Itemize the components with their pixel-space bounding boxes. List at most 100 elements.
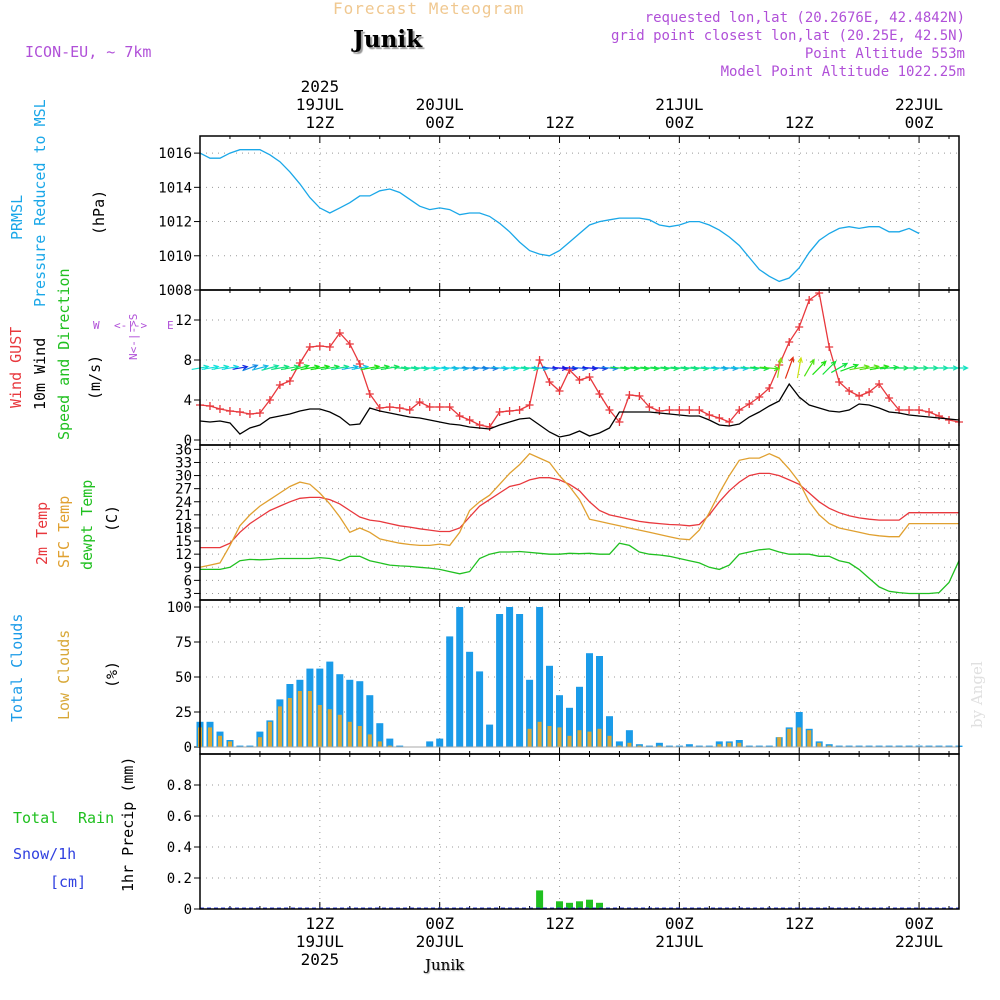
precip-label-cm: [cm] xyxy=(50,873,87,891)
bar-low-clouds xyxy=(547,726,552,747)
bar-total-clouds xyxy=(346,679,354,747)
gust-marker xyxy=(455,412,464,420)
gust-marker xyxy=(395,404,404,412)
bottom-time-label: 12Z xyxy=(545,914,574,933)
cloud-label-low: Low Clouds xyxy=(55,629,73,720)
bar-total-clouds xyxy=(835,745,843,747)
bar-low-clouds xyxy=(287,698,292,747)
bar-total-clouds xyxy=(486,724,494,747)
bar-total-rain xyxy=(556,901,563,910)
y-tick-label: 0.2 xyxy=(167,871,192,887)
gust-marker xyxy=(865,388,874,396)
gust-marker xyxy=(285,377,294,385)
wind-arrow xyxy=(261,364,280,371)
y-tick-label: 75 xyxy=(175,635,192,651)
bar-total-clouds xyxy=(765,745,773,747)
gust-marker xyxy=(625,391,634,399)
gust-marker xyxy=(295,359,304,367)
gust-marker xyxy=(695,406,704,414)
y-tick-label: 1010 xyxy=(158,249,192,265)
bottom-time-label: 00Z xyxy=(905,914,934,933)
bar-low-clouds xyxy=(357,726,362,747)
wind-arrow xyxy=(812,360,827,376)
bar-total-clouds xyxy=(456,607,464,747)
bar-total-clouds xyxy=(236,745,244,747)
bar-total-clouds xyxy=(905,745,913,747)
bar-total-clouds xyxy=(655,742,663,747)
wind-arrow xyxy=(796,356,803,379)
wind-arrow xyxy=(242,364,259,372)
y-tick-label: 27 xyxy=(175,482,192,498)
gust-marker xyxy=(315,342,324,350)
top-time-label: 21JUL xyxy=(655,95,703,114)
bar-total-clouds xyxy=(496,614,504,747)
bar-total-clouds xyxy=(586,653,593,747)
bar-total-clouds xyxy=(615,741,623,747)
bar-total-clouds xyxy=(476,671,484,747)
bar-total-clouds xyxy=(556,695,563,747)
chart-title: Forecast Meteogram xyxy=(333,0,525,18)
top-time-label: 20JUL xyxy=(416,95,464,114)
y-tick-label: 18 xyxy=(175,521,192,537)
wind-arrow xyxy=(280,364,301,371)
y-tick-label: 8 xyxy=(184,353,192,369)
bar-low-clouds xyxy=(587,731,592,747)
bar-total-rain xyxy=(566,902,573,909)
gust-marker xyxy=(225,407,234,415)
wind-arrow xyxy=(232,364,249,371)
gust-marker xyxy=(875,380,884,388)
grid-coords: grid point closest lon,lat (20.25E, 42.5… xyxy=(610,28,965,44)
temp-unit: (C) xyxy=(103,504,121,532)
gust-marker xyxy=(735,406,744,414)
gust-marker xyxy=(525,401,534,409)
bar-total-clouds xyxy=(336,674,344,747)
gust-marker xyxy=(215,405,224,413)
precip-axis-label: 1hr Precip (mm) xyxy=(119,756,137,892)
pressure-unit: (hPa) xyxy=(90,189,108,235)
y-tick-label: 0 xyxy=(184,740,192,756)
pressure-label-1: PRMSL xyxy=(8,194,26,240)
gust-marker xyxy=(805,296,814,304)
gust-marker xyxy=(255,409,264,417)
wind-label-2: 10m Wind xyxy=(31,337,49,410)
bar-low-clouds xyxy=(717,744,722,747)
wind-arrow xyxy=(290,364,311,371)
bar-total-clouds xyxy=(426,741,434,747)
gust-marker xyxy=(925,408,934,416)
bar-total-clouds xyxy=(915,745,923,747)
wind-arrow xyxy=(380,364,400,371)
gust-marker xyxy=(635,392,644,400)
gust-marker xyxy=(745,400,754,408)
gust-marker xyxy=(705,411,714,419)
y-tick-label: 1014 xyxy=(158,180,192,196)
gust-marker xyxy=(785,338,794,346)
bar-total-clouds xyxy=(865,745,873,747)
y-tick-label: 0.4 xyxy=(167,840,192,856)
location-title: Junik xyxy=(353,26,422,53)
precip-label-snow: Snow/1h xyxy=(13,845,77,863)
gust-marker xyxy=(445,403,454,411)
bar-low-clouds xyxy=(617,745,622,747)
y-tick-label: 25 xyxy=(175,705,192,721)
gust-marker xyxy=(615,418,624,426)
bottom-time-label: 00Z xyxy=(425,914,454,933)
precip-label-rain: Rain xyxy=(78,809,115,827)
bar-total-clouds xyxy=(356,681,364,747)
wind-arrow xyxy=(840,363,860,372)
wind-arrow xyxy=(784,356,795,379)
y-tick-label: 0 xyxy=(184,902,192,918)
bar-total-clouds xyxy=(665,745,673,747)
gust-marker xyxy=(555,387,564,395)
gust-marker xyxy=(835,378,844,386)
y-tick-label: 0.8 xyxy=(167,778,192,794)
series-line-prmsl xyxy=(199,149,920,283)
bar-low-clouds xyxy=(277,706,282,747)
cloud-label-total: Total Clouds xyxy=(8,613,26,722)
watermark: by Angel xyxy=(968,661,986,728)
bar-total-clouds xyxy=(645,745,653,747)
gust-marker xyxy=(275,381,284,389)
y-tick-label: 24 xyxy=(175,495,192,511)
wind-arrow xyxy=(803,358,815,377)
gust-marker xyxy=(545,378,554,386)
